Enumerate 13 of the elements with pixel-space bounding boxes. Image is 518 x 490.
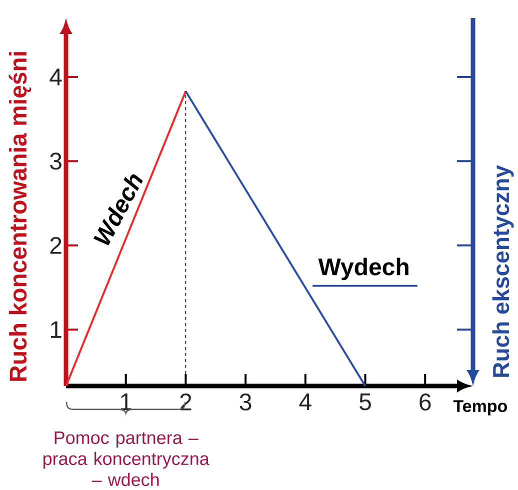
y-tick-label: 3 — [50, 152, 62, 170]
y-axis-title: Ruch koncentrowania mięśni — [8, 52, 32, 381]
x-tick-label: 5 — [360, 394, 371, 410]
x-axis-title: Tempo — [453, 400, 508, 416]
x-tick-label: 4 — [299, 394, 312, 410]
x-tick-label: 6 — [420, 394, 431, 411]
y-tick-label: 1 — [50, 321, 62, 338]
x-tick-label: 3 — [240, 394, 252, 411]
text: Pomoc partnera – praca koncentryczna – wdech — [43, 432, 210, 486]
y2-axis-title: Ruch ekscentyczny — [492, 165, 514, 377]
annotation: Wydech — [318, 258, 408, 280]
y-tick-label: 2 — [50, 236, 62, 254]
y-tick-label: 4 — [50, 68, 62, 86]
